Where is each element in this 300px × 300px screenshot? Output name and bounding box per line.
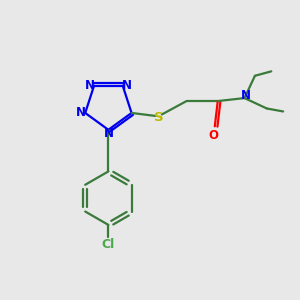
Text: N: N bbox=[241, 88, 251, 102]
Text: N: N bbox=[122, 79, 132, 92]
Text: S: S bbox=[154, 111, 163, 124]
Text: N: N bbox=[76, 106, 86, 119]
Text: N: N bbox=[85, 79, 94, 92]
Text: N: N bbox=[103, 127, 113, 140]
Text: Cl: Cl bbox=[102, 238, 115, 251]
Text: O: O bbox=[208, 129, 218, 142]
